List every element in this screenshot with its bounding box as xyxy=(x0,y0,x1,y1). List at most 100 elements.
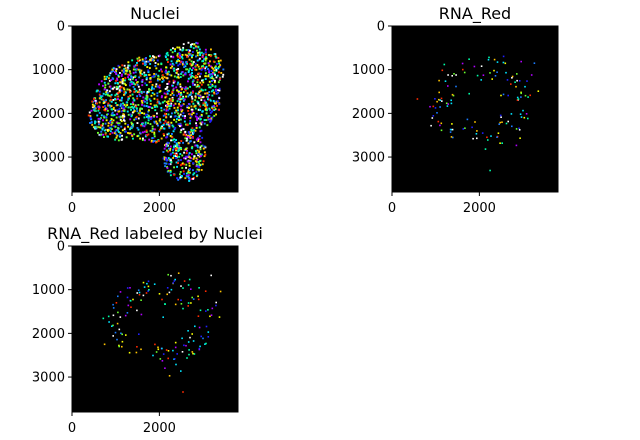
label-pixel xyxy=(197,298,200,301)
label-pixel xyxy=(143,91,146,93)
label-pixel xyxy=(181,154,184,157)
label-pixel xyxy=(215,56,218,59)
label-pixel xyxy=(122,104,124,107)
label-pixel xyxy=(137,85,140,88)
label-pixel xyxy=(172,81,175,84)
label-pixel xyxy=(120,332,122,335)
label-pixel xyxy=(193,141,196,144)
label-pixel xyxy=(436,100,438,103)
label-pixel xyxy=(116,338,118,341)
label-pixel xyxy=(180,110,183,113)
label-pixel xyxy=(122,116,124,119)
label-pixel xyxy=(166,135,169,138)
label-pixel xyxy=(506,79,509,81)
label-pixel xyxy=(108,79,111,82)
label-pixel xyxy=(205,112,208,115)
label-pixel xyxy=(203,99,206,102)
label-pixel xyxy=(136,110,139,113)
label-pixel xyxy=(205,325,208,328)
label-pixel xyxy=(188,135,191,138)
label-pixel xyxy=(149,99,152,102)
label-pixel xyxy=(146,96,149,99)
label-pixel xyxy=(122,71,125,74)
label-pixel xyxy=(173,80,176,83)
label-pixel xyxy=(149,129,152,132)
label-pixel xyxy=(154,85,157,88)
label-pixel xyxy=(200,169,203,171)
label-pixel xyxy=(219,77,222,80)
label-pixel xyxy=(210,65,212,68)
label-pixel xyxy=(178,104,181,107)
label-pixel xyxy=(167,102,169,105)
label-pixel xyxy=(195,165,198,168)
label-pixel xyxy=(178,155,181,158)
label-pixel xyxy=(145,105,148,107)
label-pixel xyxy=(173,141,176,143)
label-pixel xyxy=(194,144,197,147)
label-pixel xyxy=(143,112,146,115)
label-pixel xyxy=(90,109,93,112)
label-pixel xyxy=(194,160,197,163)
label-pixel xyxy=(219,59,222,62)
label-pixel xyxy=(127,125,129,128)
label-pixel xyxy=(218,108,220,111)
label-pixel xyxy=(110,105,113,107)
label-pixel xyxy=(204,69,207,72)
label-pixel xyxy=(213,91,215,94)
label-pixel xyxy=(507,94,509,97)
label-pixel xyxy=(191,82,194,85)
label-pixel xyxy=(493,58,496,61)
label-pixel xyxy=(171,151,174,154)
label-pixel xyxy=(200,65,203,68)
label-pixel xyxy=(210,119,212,122)
label-pixel xyxy=(190,288,192,290)
label-pixel xyxy=(153,133,156,136)
label-pixel xyxy=(171,90,174,93)
label-pixel xyxy=(165,95,168,98)
label-pixel xyxy=(203,58,205,61)
label-pixel xyxy=(123,110,126,113)
label-pixel xyxy=(207,83,210,86)
label-pixel xyxy=(206,109,208,112)
label-pixel xyxy=(190,134,193,136)
label-pixel xyxy=(143,74,146,76)
label-pixel xyxy=(139,107,142,110)
label-pixel xyxy=(121,340,124,343)
label-pixel xyxy=(132,137,134,140)
label-pixel xyxy=(173,166,175,169)
label-pixel xyxy=(94,127,97,130)
label-pixel xyxy=(137,128,140,131)
label-pixel xyxy=(119,105,122,108)
label-pixel xyxy=(171,112,173,115)
label-pixel xyxy=(188,349,190,351)
label-pixel xyxy=(144,113,147,116)
label-pixel xyxy=(220,72,223,74)
label-pixel xyxy=(132,103,135,106)
label-pixel xyxy=(484,148,487,150)
label-pixel xyxy=(163,108,166,111)
label-pixel xyxy=(213,81,216,84)
label-pixel xyxy=(121,109,124,112)
label-pixel xyxy=(204,78,207,80)
label-pixel xyxy=(107,135,109,138)
label-pixel xyxy=(198,162,201,165)
label-pixel xyxy=(196,52,199,54)
label-pixel xyxy=(108,321,110,323)
label-pixel xyxy=(438,98,440,101)
label-pixel xyxy=(190,64,193,67)
label-pixel xyxy=(136,292,138,294)
label-pixel xyxy=(115,116,118,119)
label-pixel xyxy=(183,66,185,68)
label-pixel xyxy=(168,158,171,161)
label-pixel xyxy=(168,291,171,294)
label-pixel xyxy=(115,70,117,73)
label-pixel xyxy=(174,127,177,129)
label-pixel xyxy=(518,80,521,82)
label-pixel xyxy=(205,105,208,108)
label-pixel xyxy=(198,90,201,93)
label-pixel xyxy=(111,111,114,114)
label-pixel xyxy=(136,62,138,64)
label-pixel xyxy=(123,103,126,106)
label-pixel xyxy=(202,337,204,340)
label-pixel xyxy=(183,280,186,282)
